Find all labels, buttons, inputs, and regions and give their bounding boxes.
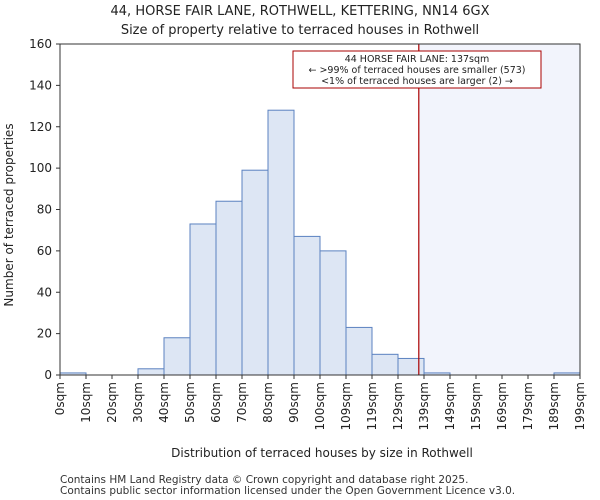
annotation-box (292, 50, 542, 89)
x-tick-label: 189sqm (547, 382, 561, 430)
histogram-bar (189, 223, 217, 376)
x-tick-label: 20sqm (105, 382, 119, 423)
histogram-bar (293, 235, 321, 376)
x-tick-label: 199sqm (573, 382, 587, 430)
histogram-bar (397, 357, 425, 376)
y-tick-label: 80 (37, 203, 52, 217)
x-tick-label: 179sqm (521, 382, 535, 430)
chart-subtitle: Size of property relative to terraced ho… (120, 23, 480, 38)
histogram-bar (371, 353, 399, 376)
histogram-bar (267, 109, 295, 376)
y-tick-label: 0 (44, 368, 52, 382)
y-tick-label: 160 (29, 37, 52, 51)
x-tick-label: 10sqm (79, 382, 93, 423)
footer-licence: Contains public sector information licen… (60, 485, 516, 497)
histogram-bar (319, 250, 347, 376)
footer-copyright: Contains HM Land Registry data © Crown c… (60, 474, 469, 486)
y-tick-label: 60 (37, 244, 52, 258)
histogram-bar (241, 169, 269, 376)
x-tick-label: 109sqm (339, 382, 353, 430)
y-tick-label: 100 (29, 161, 52, 175)
x-tick-label: 100sqm (313, 382, 327, 430)
x-tick-label: 149sqm (443, 382, 457, 430)
x-tick-label: 40sqm (157, 382, 171, 423)
y-tick-label: 120 (29, 120, 52, 134)
y-axis-label: Number of terraced properties (2, 123, 16, 306)
histogram-bar (137, 368, 165, 376)
x-tick-label: 60sqm (209, 382, 223, 423)
histogram-bar (345, 326, 373, 376)
chart-title: 44, HORSE FAIR LANE, ROTHWELL, KETTERING… (110, 4, 490, 19)
x-tick-label: 139sqm (417, 382, 431, 430)
annotation-line: ← >99% of terraced houses are smaller (5… (308, 65, 525, 76)
x-tick-label: 90sqm (287, 382, 301, 423)
x-tick-label: 30sqm (131, 382, 145, 423)
annotation-line: <1% of terraced houses are larger (2) → (321, 76, 513, 87)
x-tick-label: 80sqm (261, 382, 275, 423)
x-tick-label: 0sqm (53, 382, 67, 415)
x-tick-label: 159sqm (469, 382, 483, 430)
larger-properties-region (418, 44, 580, 375)
y-tick-label: 20 (37, 327, 52, 341)
x-tick-label: 50sqm (183, 382, 197, 423)
y-tick-label: 140 (29, 78, 52, 92)
x-tick-label: 70sqm (235, 382, 249, 423)
y-tick-label: 40 (37, 285, 52, 299)
x-tick-label: 129sqm (391, 382, 405, 430)
x-tick-label: 119sqm (365, 382, 379, 430)
x-axis-label: Distribution of terraced houses by size … (171, 446, 473, 460)
x-tick-label: 169sqm (495, 382, 509, 430)
annotation-line: 44 HORSE FAIR LANE: 137sqm (345, 54, 490, 65)
histogram-bar (163, 337, 191, 376)
histogram-bar (215, 200, 243, 376)
